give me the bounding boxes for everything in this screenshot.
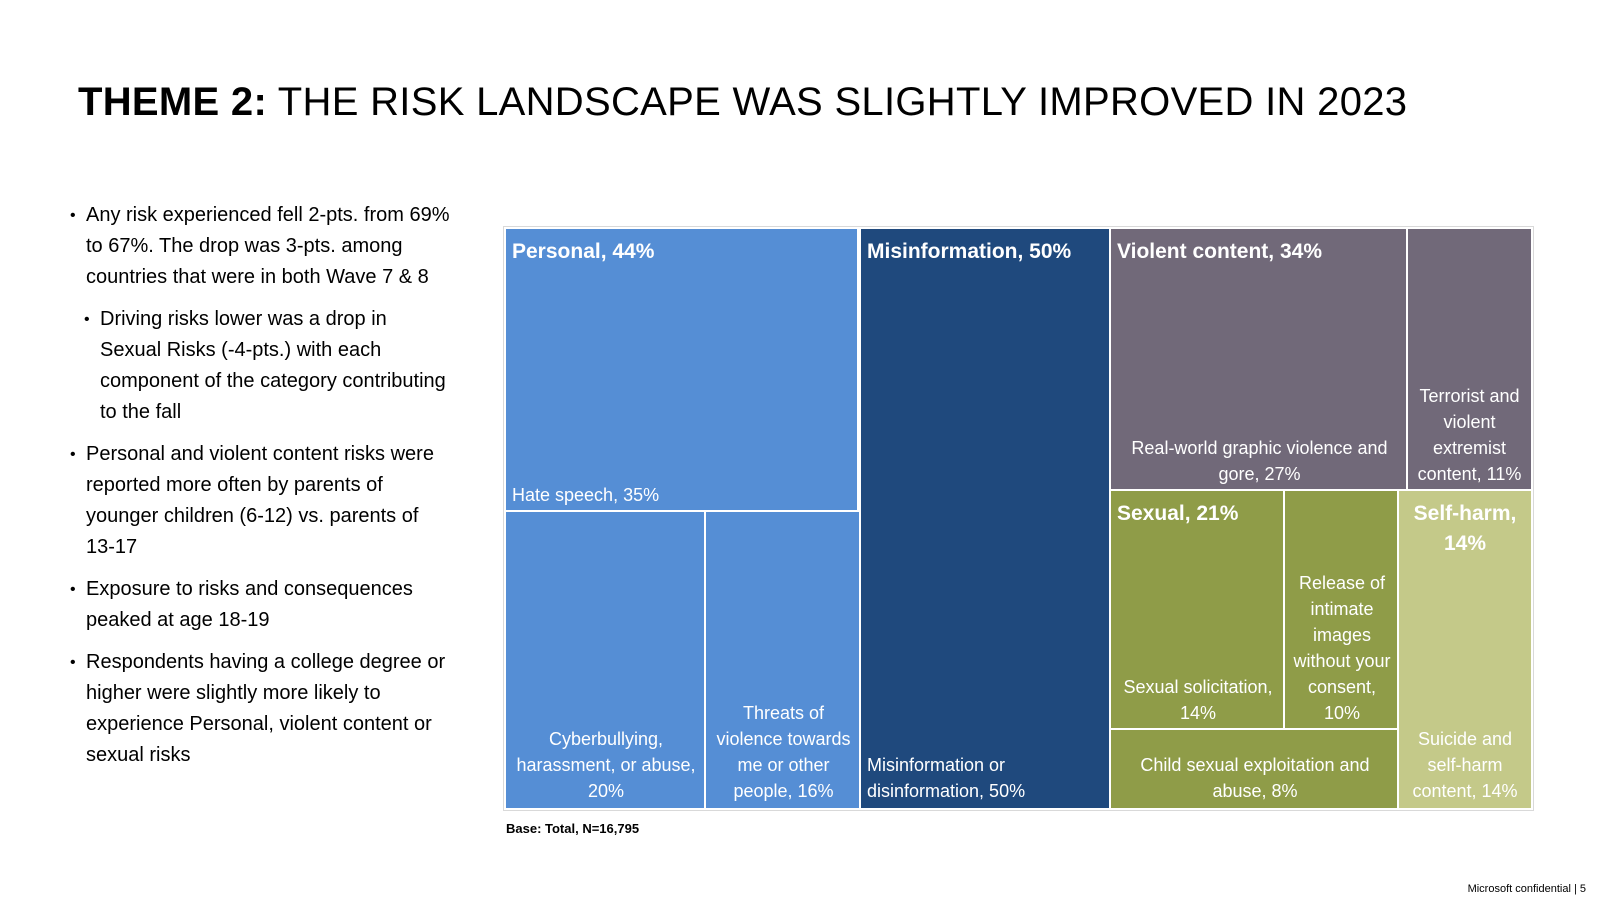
treemap-tile: Real-world graphic violence and gore, 27…	[1109, 227, 1410, 493]
treemap-tile: Threats of violence towards me or other …	[704, 510, 863, 810]
bullet-list: • Any risk experienced fell 2-pts. from 6…	[70, 200, 450, 782]
treemap-tile: Terrorist and violent extremist content,…	[1406, 227, 1533, 493]
treemap-category-label: Personal, 44%	[512, 240, 655, 263]
treemap-category-label: Self-harm, 14%	[1413, 502, 1517, 555]
treemap-tile-label: Suicide and self-harm content, 14%	[1412, 729, 1518, 801]
risk-treemap: Hate speech, 35% Cyberbullying, harassmen…	[503, 226, 1534, 811]
bullet-text: Personal and violent content risks were …	[86, 443, 434, 558]
bullet-item: • Exposure to risks and consequences peak…	[70, 574, 450, 636]
treemap-tile-label: Real-world graphic violence and gore, 27…	[1131, 438, 1388, 484]
footer-confidential: Microsoft confidential | 5	[1467, 883, 1586, 895]
bullet-dot-icon: •	[70, 654, 76, 671]
treemap-tile-label: Child sexual exploitation and abuse, 8%	[1140, 755, 1370, 801]
base-note: Base: Total, N=16,795	[506, 821, 640, 836]
treemap-group-header: Sexual, 21%	[1109, 489, 1287, 569]
treemap-tile: Child sexual exploitation and abuse, 8%	[1109, 728, 1401, 810]
bullet-dot-icon: •	[70, 581, 76, 598]
title-theme: THEME 2:	[78, 80, 268, 124]
treemap-category-label: Violent content, 34%	[1117, 240, 1322, 263]
treemap-group-header: Violent content, 34%	[1109, 227, 1410, 307]
treemap-tile-label: Misinformation or disinformation, 50%	[867, 755, 1026, 801]
bullet-dot-icon: •	[84, 311, 90, 328]
title-text: THE RISK LANDSCAPE WAS SLIGHTLY IMPROVED…	[277, 80, 1408, 124]
treemap-category-label: Misinformation, 50%	[867, 240, 1072, 263]
treemap-tile: Suicide and self-harm content, 14%	[1397, 489, 1533, 810]
treemap-tile: Misinformation or disinformation, 50%	[859, 227, 1113, 810]
treemap-tile-label: Threats of violence towards me or other …	[716, 703, 851, 801]
treemap-tile-label: Sexual solicitation, 14%	[1123, 677, 1273, 723]
treemap-tile: Cyberbullying, harassment, or abuse, 20%	[504, 510, 708, 810]
bullet-text: Driving risks lower was a drop in Sexual…	[100, 308, 446, 423]
bullet-dot-icon: •	[70, 446, 76, 463]
treemap-tile-label: Release of intimate images without your …	[1293, 573, 1391, 723]
bullet-text: Respondents having a college degree or h…	[86, 651, 446, 766]
bullet-item: • Personal and violent content risks were…	[70, 439, 450, 563]
treemap-tile-label: Terrorist and violent extremist content,…	[1417, 386, 1522, 484]
bullet-item: • Any risk experienced fell 2-pts. from 6…	[70, 200, 450, 293]
bullet-dot-icon: •	[70, 207, 76, 224]
treemap-tile-label: Cyberbullying, harassment, or abuse, 20%	[516, 729, 696, 801]
treemap-group-header: Self-harm, 14%	[1397, 489, 1533, 569]
treemap-tile-label: Hate speech, 35%	[512, 485, 660, 505]
bullet-text: Exposure to risks and consequences peake…	[86, 578, 413, 631]
treemap-tile: Hate speech, 35%	[504, 227, 859, 514]
treemap-category-label: Sexual, 21%	[1117, 502, 1239, 525]
bullet-item: • Driving risks lower was a drop in Sexua…	[84, 304, 450, 428]
treemap-group-header: Misinformation, 50%	[859, 227, 1113, 307]
treemap-group-header: Personal, 44%	[504, 227, 859, 307]
bullet-text: Any risk experienced fell 2-pts. from 69…	[86, 204, 450, 288]
treemap-tile: Release of intimate images without your …	[1283, 489, 1401, 732]
bullet-item: • Respondents having a college degree or …	[70, 647, 450, 771]
page-title: THEME 2: THE RISK LANDSCAPE WAS SLIGHTLY…	[78, 80, 1407, 125]
